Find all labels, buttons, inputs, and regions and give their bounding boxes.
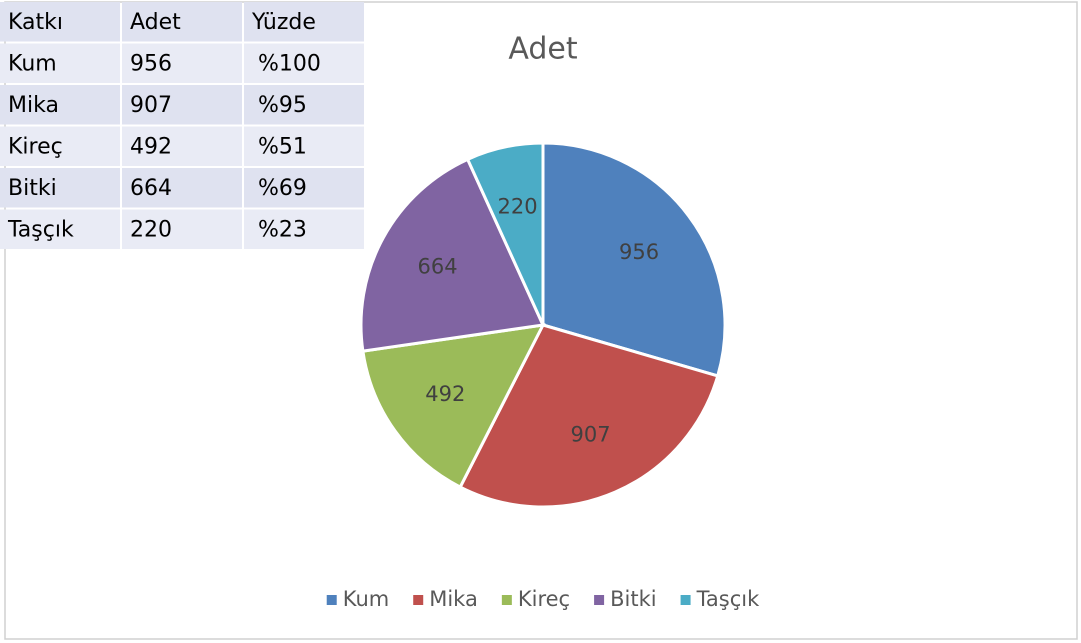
table-text: Kireç [8,134,63,159]
table-cell [0,209,120,249]
pie-slice [458,323,720,509]
legend-swatch [594,595,605,605]
table-text: %51 [258,134,307,159]
table-header: Adet [130,10,181,35]
table-cell [244,43,364,83]
legend-label: Kireç [518,587,570,611]
table-text: 220 [130,217,172,242]
table-cell [0,85,120,125]
table-cell [0,168,120,208]
table-header: Katkı [8,10,63,35]
table-cell [244,209,364,249]
table-cell [244,2,364,42]
legend-label: Taşçık [696,587,761,611]
table-text: %69 [258,176,307,201]
pie-slice [359,157,546,353]
legend-swatch [326,595,337,605]
table-cell [244,126,364,166]
table-text: 664 [130,176,172,201]
table-cell [244,85,364,125]
legend-swatch [501,595,512,605]
chart-title: Adet [508,32,577,67]
table-text: %23 [258,217,307,242]
table-text: Taşçık [7,217,74,242]
legend-swatch [413,595,424,605]
table-cell [0,126,120,166]
table-text: 492 [130,134,172,159]
legend-label: Bitki [610,587,656,611]
table-cell [122,209,242,249]
data-label: 956 [619,240,659,264]
data-label: 220 [498,195,538,219]
legend-label: Kum [343,587,390,611]
data-label: 492 [425,382,465,406]
table-cell [122,43,242,83]
table-text: %95 [258,93,307,118]
table-text: 956 [130,51,172,76]
table-text: Mika [8,93,59,118]
table-text: Kum [8,51,57,76]
table-cell [122,126,242,166]
pie-slice [361,323,546,490]
data-label: 664 [418,254,458,278]
table-cell [122,2,242,42]
pie-slice [541,141,727,378]
table-cell [244,168,364,208]
data-label: 907 [571,422,611,446]
table-cell [122,168,242,208]
legend-label: Mika [429,587,478,611]
table-cell [0,43,120,83]
table-text: 907 [130,93,172,118]
table-cell [122,85,242,125]
table-text: Bitki [8,176,57,201]
table-header: Yüzde [251,10,316,35]
pie-slice [465,141,545,326]
legend: Kum Mika Kireç Bitki Taşçık [326,587,761,611]
table-text: %100 [258,51,321,76]
pie: 956 907 492 664 220 [359,141,727,509]
legend-swatch [680,595,691,605]
table-cell [0,2,120,42]
data-table: Katkı Adet Yüzde Kum 956 %100 Mika 907 %95 Kireç 4… [0,2,364,249]
